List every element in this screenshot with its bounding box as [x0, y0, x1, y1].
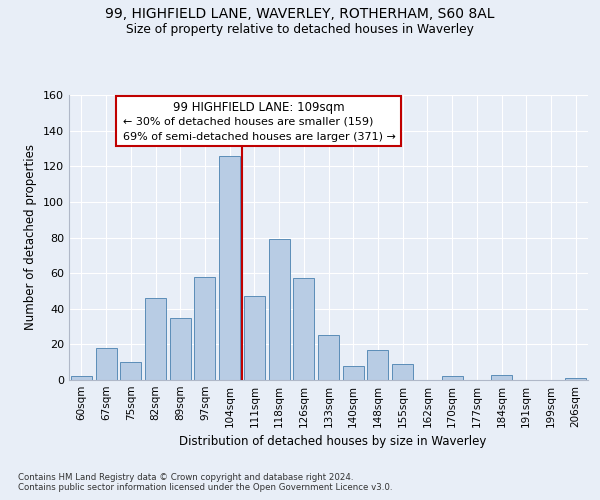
Bar: [194, 276, 215, 380]
Text: Contains public sector information licensed under the Open Government Licence v3: Contains public sector information licen…: [18, 484, 392, 492]
Text: ← 30% of detached houses are smaller (159): ← 30% of detached houses are smaller (15…: [124, 117, 374, 127]
Bar: [71, 376, 92, 380]
Y-axis label: Number of detached properties: Number of detached properties: [25, 144, 37, 330]
Bar: [120, 362, 141, 380]
Bar: [318, 336, 339, 380]
Text: Distribution of detached houses by size in Waverley: Distribution of detached houses by size …: [179, 435, 487, 448]
Bar: [565, 378, 586, 380]
Text: 69% of semi-detached houses are larger (371) →: 69% of semi-detached houses are larger (…: [124, 132, 397, 142]
Bar: [442, 376, 463, 380]
Bar: [392, 364, 413, 380]
Bar: [293, 278, 314, 380]
Bar: [145, 298, 166, 380]
Text: 99, HIGHFIELD LANE, WAVERLEY, ROTHERHAM, S60 8AL: 99, HIGHFIELD LANE, WAVERLEY, ROTHERHAM,…: [105, 8, 495, 22]
Bar: [219, 156, 240, 380]
FancyBboxPatch shape: [116, 96, 401, 146]
Text: Size of property relative to detached houses in Waverley: Size of property relative to detached ho…: [126, 22, 474, 36]
Bar: [170, 318, 191, 380]
Bar: [367, 350, 388, 380]
Bar: [491, 374, 512, 380]
Bar: [244, 296, 265, 380]
Text: Contains HM Land Registry data © Crown copyright and database right 2024.: Contains HM Land Registry data © Crown c…: [18, 472, 353, 482]
Text: 99 HIGHFIELD LANE: 109sqm: 99 HIGHFIELD LANE: 109sqm: [173, 100, 344, 114]
Bar: [343, 366, 364, 380]
Bar: [269, 240, 290, 380]
Bar: [95, 348, 116, 380]
